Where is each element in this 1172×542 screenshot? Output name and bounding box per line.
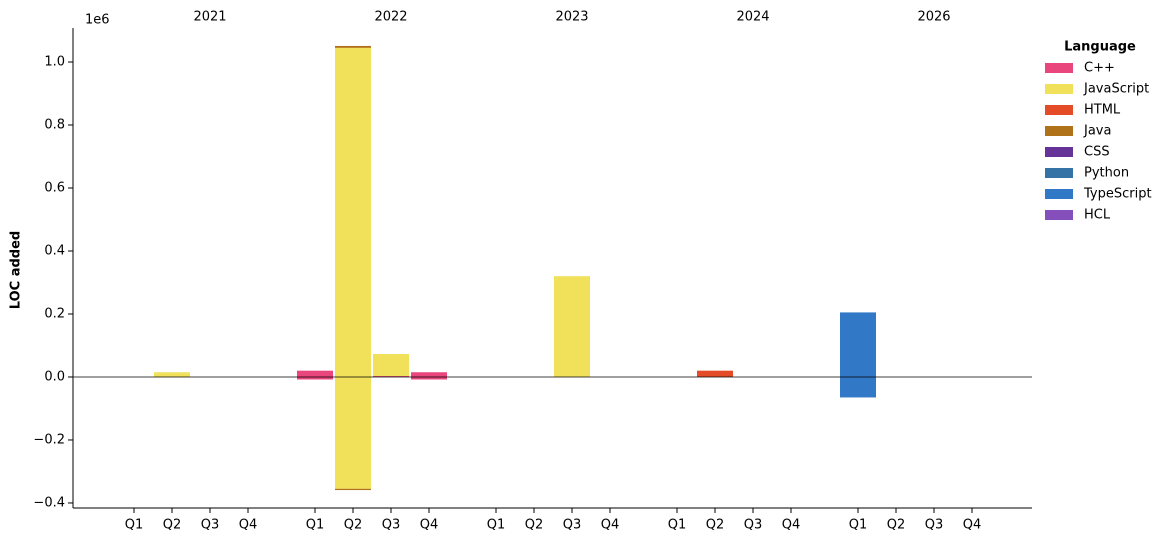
legend-label: TypeScript (1083, 187, 1152, 202)
x-tick-label: Q4 (782, 518, 801, 533)
y-tick-label: 0.0 (44, 369, 65, 384)
x-tick-label: Q2 (887, 518, 906, 533)
y-offset-label: 1e6 (85, 13, 110, 28)
bar-segment (373, 376, 409, 377)
x-tick-label: Q2 (706, 518, 725, 533)
legend-label: HCL (1084, 208, 1111, 223)
bar-segment (335, 376, 371, 489)
y-tick-label: −0.4 (33, 495, 65, 510)
bar-segment (297, 370, 333, 377)
bar-segment (154, 372, 190, 377)
x-tick-label: Q1 (306, 518, 325, 533)
group-label: 2023 (555, 10, 588, 25)
legend-swatch (1045, 126, 1073, 136)
x-tick-label: Q3 (925, 518, 944, 533)
bar-segment (373, 353, 409, 377)
legend-swatch (1045, 147, 1073, 157)
y-tick-label: 0.6 (44, 181, 65, 196)
group-label: 2021 (193, 10, 226, 25)
y-tick-label: 0.2 (44, 306, 65, 321)
legend-swatch (1045, 105, 1073, 115)
bar-segment (411, 372, 447, 377)
y-tick-label: 0.8 (44, 118, 65, 133)
y-axis-label: LOC added (9, 231, 24, 309)
bar-segment (411, 376, 447, 380)
x-tick-label: Q1 (487, 518, 506, 533)
legend-label: C++ (1084, 61, 1115, 76)
bar-segment (297, 376, 333, 380)
bar-segment (335, 45, 371, 48)
group-label: 2022 (374, 10, 407, 25)
x-tick-label: Q3 (563, 518, 582, 533)
y-tick-label: 1.0 (44, 55, 65, 70)
legend-swatch (1045, 210, 1073, 220)
x-tick-label: Q3 (744, 518, 763, 533)
x-tick-label: Q1 (125, 518, 144, 533)
bar-segment (554, 276, 590, 377)
bar-segment (840, 312, 876, 377)
bar-segment (840, 376, 876, 398)
x-tick-label: Q4 (601, 518, 620, 533)
bar-segment (335, 488, 371, 491)
y-tick-label: −0.2 (33, 432, 65, 447)
x-tick-label: Q2 (344, 518, 363, 533)
x-tick-label: Q1 (849, 518, 868, 533)
x-tick-label: Q3 (382, 518, 401, 533)
legend-swatch (1045, 168, 1073, 178)
group-label: 2024 (736, 10, 769, 25)
x-tick-label: Q1 (668, 518, 687, 533)
x-tick-label: Q2 (525, 518, 544, 533)
legend-swatch (1045, 84, 1073, 94)
legend-label: Python (1084, 166, 1129, 181)
legend-title: Language (1064, 40, 1136, 55)
group-label: 2026 (917, 10, 950, 25)
y-tick-label: 0.4 (44, 243, 65, 258)
legend-label: HTML (1084, 103, 1121, 118)
legend-swatch (1045, 189, 1073, 199)
legend-label: Java (1083, 124, 1111, 139)
legend-label: JavaScript (1083, 82, 1149, 97)
legend-swatch (1045, 63, 1073, 73)
x-tick-label: Q3 (201, 518, 220, 533)
x-tick-label: Q4 (239, 518, 258, 533)
x-tick-label: Q2 (163, 518, 182, 533)
bar-segment (697, 370, 733, 377)
x-tick-label: Q4 (420, 518, 439, 533)
legend-label: CSS (1084, 145, 1110, 160)
bar-segment (335, 47, 371, 377)
x-tick-label: Q4 (963, 518, 982, 533)
